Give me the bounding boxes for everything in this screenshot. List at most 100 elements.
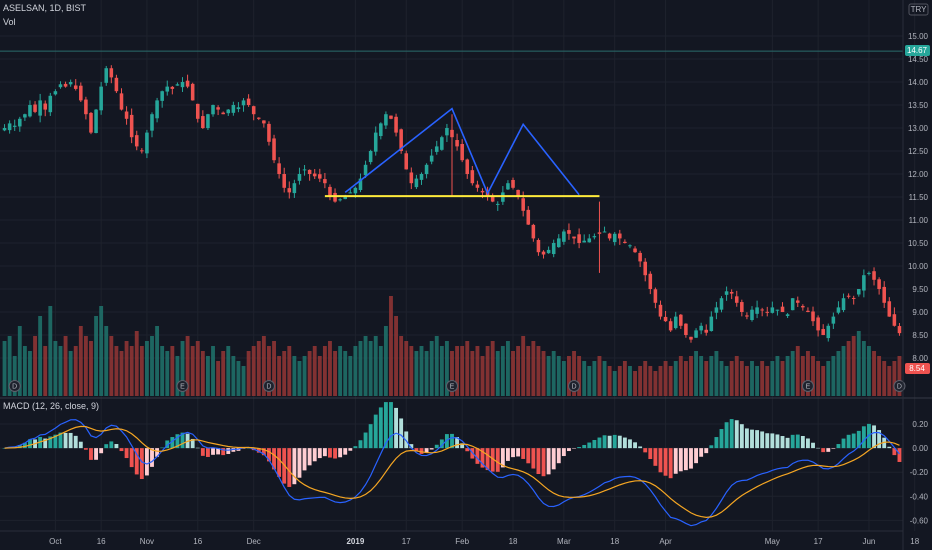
volume-bar <box>231 356 236 396</box>
event-marker <box>893 380 906 392</box>
event-marker-label: E <box>450 384 455 391</box>
candle-body <box>180 82 185 88</box>
time-tick-label: May <box>765 537 780 546</box>
candle-body <box>541 251 546 255</box>
candle-body <box>399 129 403 151</box>
candle-body <box>790 298 795 311</box>
macd-hist-bar <box>755 430 760 449</box>
volume-bar <box>307 351 312 396</box>
volume-bar <box>455 346 460 396</box>
volume-bar <box>490 341 495 396</box>
time-tick-label: 17 <box>814 537 823 546</box>
macd-legend[interactable]: MACD (12, 26, close, 9) <box>3 401 100 411</box>
volume-bar <box>439 346 444 396</box>
macd-hist-bar <box>89 448 93 460</box>
candle-body <box>877 279 881 289</box>
candle-body <box>831 316 836 324</box>
macd-hist-bar <box>424 448 429 453</box>
candle-body <box>587 238 592 243</box>
candle-body <box>424 164 429 175</box>
volume-bar <box>795 346 800 396</box>
volume-bar <box>612 371 617 396</box>
volume-bar <box>114 346 119 396</box>
macd-hist-bar <box>714 437 719 449</box>
volume-bar <box>144 341 149 396</box>
price-tags: 14.67 8.54 TRY <box>905 3 930 374</box>
macd-hist-bar <box>658 448 663 473</box>
candle-body <box>333 192 337 202</box>
macd-hist-bar <box>806 438 810 449</box>
candle-body <box>94 109 98 134</box>
volume-legend[interactable]: Vol <box>3 17 16 27</box>
volume-bar <box>73 346 78 396</box>
macd-hist-bar <box>577 447 582 449</box>
macd-hist-bar <box>683 448 688 471</box>
volume-bar <box>892 361 897 396</box>
candle-body <box>557 238 561 248</box>
candle-body <box>465 159 470 174</box>
volume-bar <box>236 361 241 396</box>
macd-hist-bar <box>104 444 109 449</box>
macd-hist-bar <box>887 446 892 449</box>
time-tick-label: Mar <box>557 537 571 546</box>
macd-hist-bar <box>561 448 566 457</box>
macd-hist-bar <box>572 448 576 449</box>
volume-bar <box>267 346 271 396</box>
candle-body <box>38 100 42 116</box>
volume-bar <box>653 371 658 396</box>
volume-bar <box>780 361 785 396</box>
macd-hist-bar <box>867 423 871 449</box>
candle-body <box>292 183 297 194</box>
volume-bar <box>770 361 775 396</box>
symbol-title[interactable]: ASELSAN, 1D, BIST <box>3 3 87 13</box>
volume-bar <box>470 351 475 396</box>
macd-hist-bar <box>602 435 607 449</box>
macd-hist-bar <box>175 434 180 449</box>
volume-bar <box>226 346 231 396</box>
volume-bar <box>175 356 180 396</box>
candle-body <box>857 289 861 295</box>
candle-body <box>89 112 93 133</box>
candle-body <box>297 174 302 181</box>
volume-bar <box>846 341 851 396</box>
volume-bar <box>582 361 587 396</box>
last-price-tag-bg <box>905 363 930 374</box>
volume-bar <box>165 351 170 396</box>
price-tick-label: 10.00 <box>908 262 929 271</box>
event-marker <box>446 380 458 392</box>
volume-bar <box>826 361 831 396</box>
macd-tick-label: 0.00 <box>912 444 928 453</box>
macd-hist-bar <box>719 429 724 449</box>
candle-body <box>612 233 617 243</box>
macd-hist-bar <box>114 444 119 449</box>
volume-bar <box>246 351 251 396</box>
macd-hist-bar <box>607 435 612 449</box>
time-tick-label: 16 <box>193 537 202 546</box>
macd-hist-bar <box>53 434 58 449</box>
volume-bar <box>394 316 398 396</box>
volume-bar <box>536 346 541 396</box>
candle-body <box>226 109 231 114</box>
volume-bar <box>638 366 643 396</box>
volume-bar <box>633 371 637 396</box>
volume-bar <box>678 356 683 396</box>
macd-hist-bar <box>297 448 302 478</box>
macd-hist-bar <box>241 448 246 449</box>
candle-body <box>460 143 464 161</box>
candle-body <box>155 100 159 119</box>
macd-hist-bar <box>628 439 632 449</box>
volume-bar <box>480 356 485 396</box>
candle-body <box>628 245 632 247</box>
candle-body <box>785 314 790 316</box>
signal-line <box>4 425 900 518</box>
volume-bar <box>704 361 709 396</box>
candle-body <box>206 114 210 129</box>
candle-body <box>862 275 866 291</box>
macd-hist-bar <box>739 424 744 449</box>
candle-body <box>562 231 566 242</box>
macd-hist-bar <box>506 448 510 461</box>
volume-bar <box>22 346 27 396</box>
candle-body <box>414 178 419 188</box>
macd-hist-bar <box>216 448 221 455</box>
